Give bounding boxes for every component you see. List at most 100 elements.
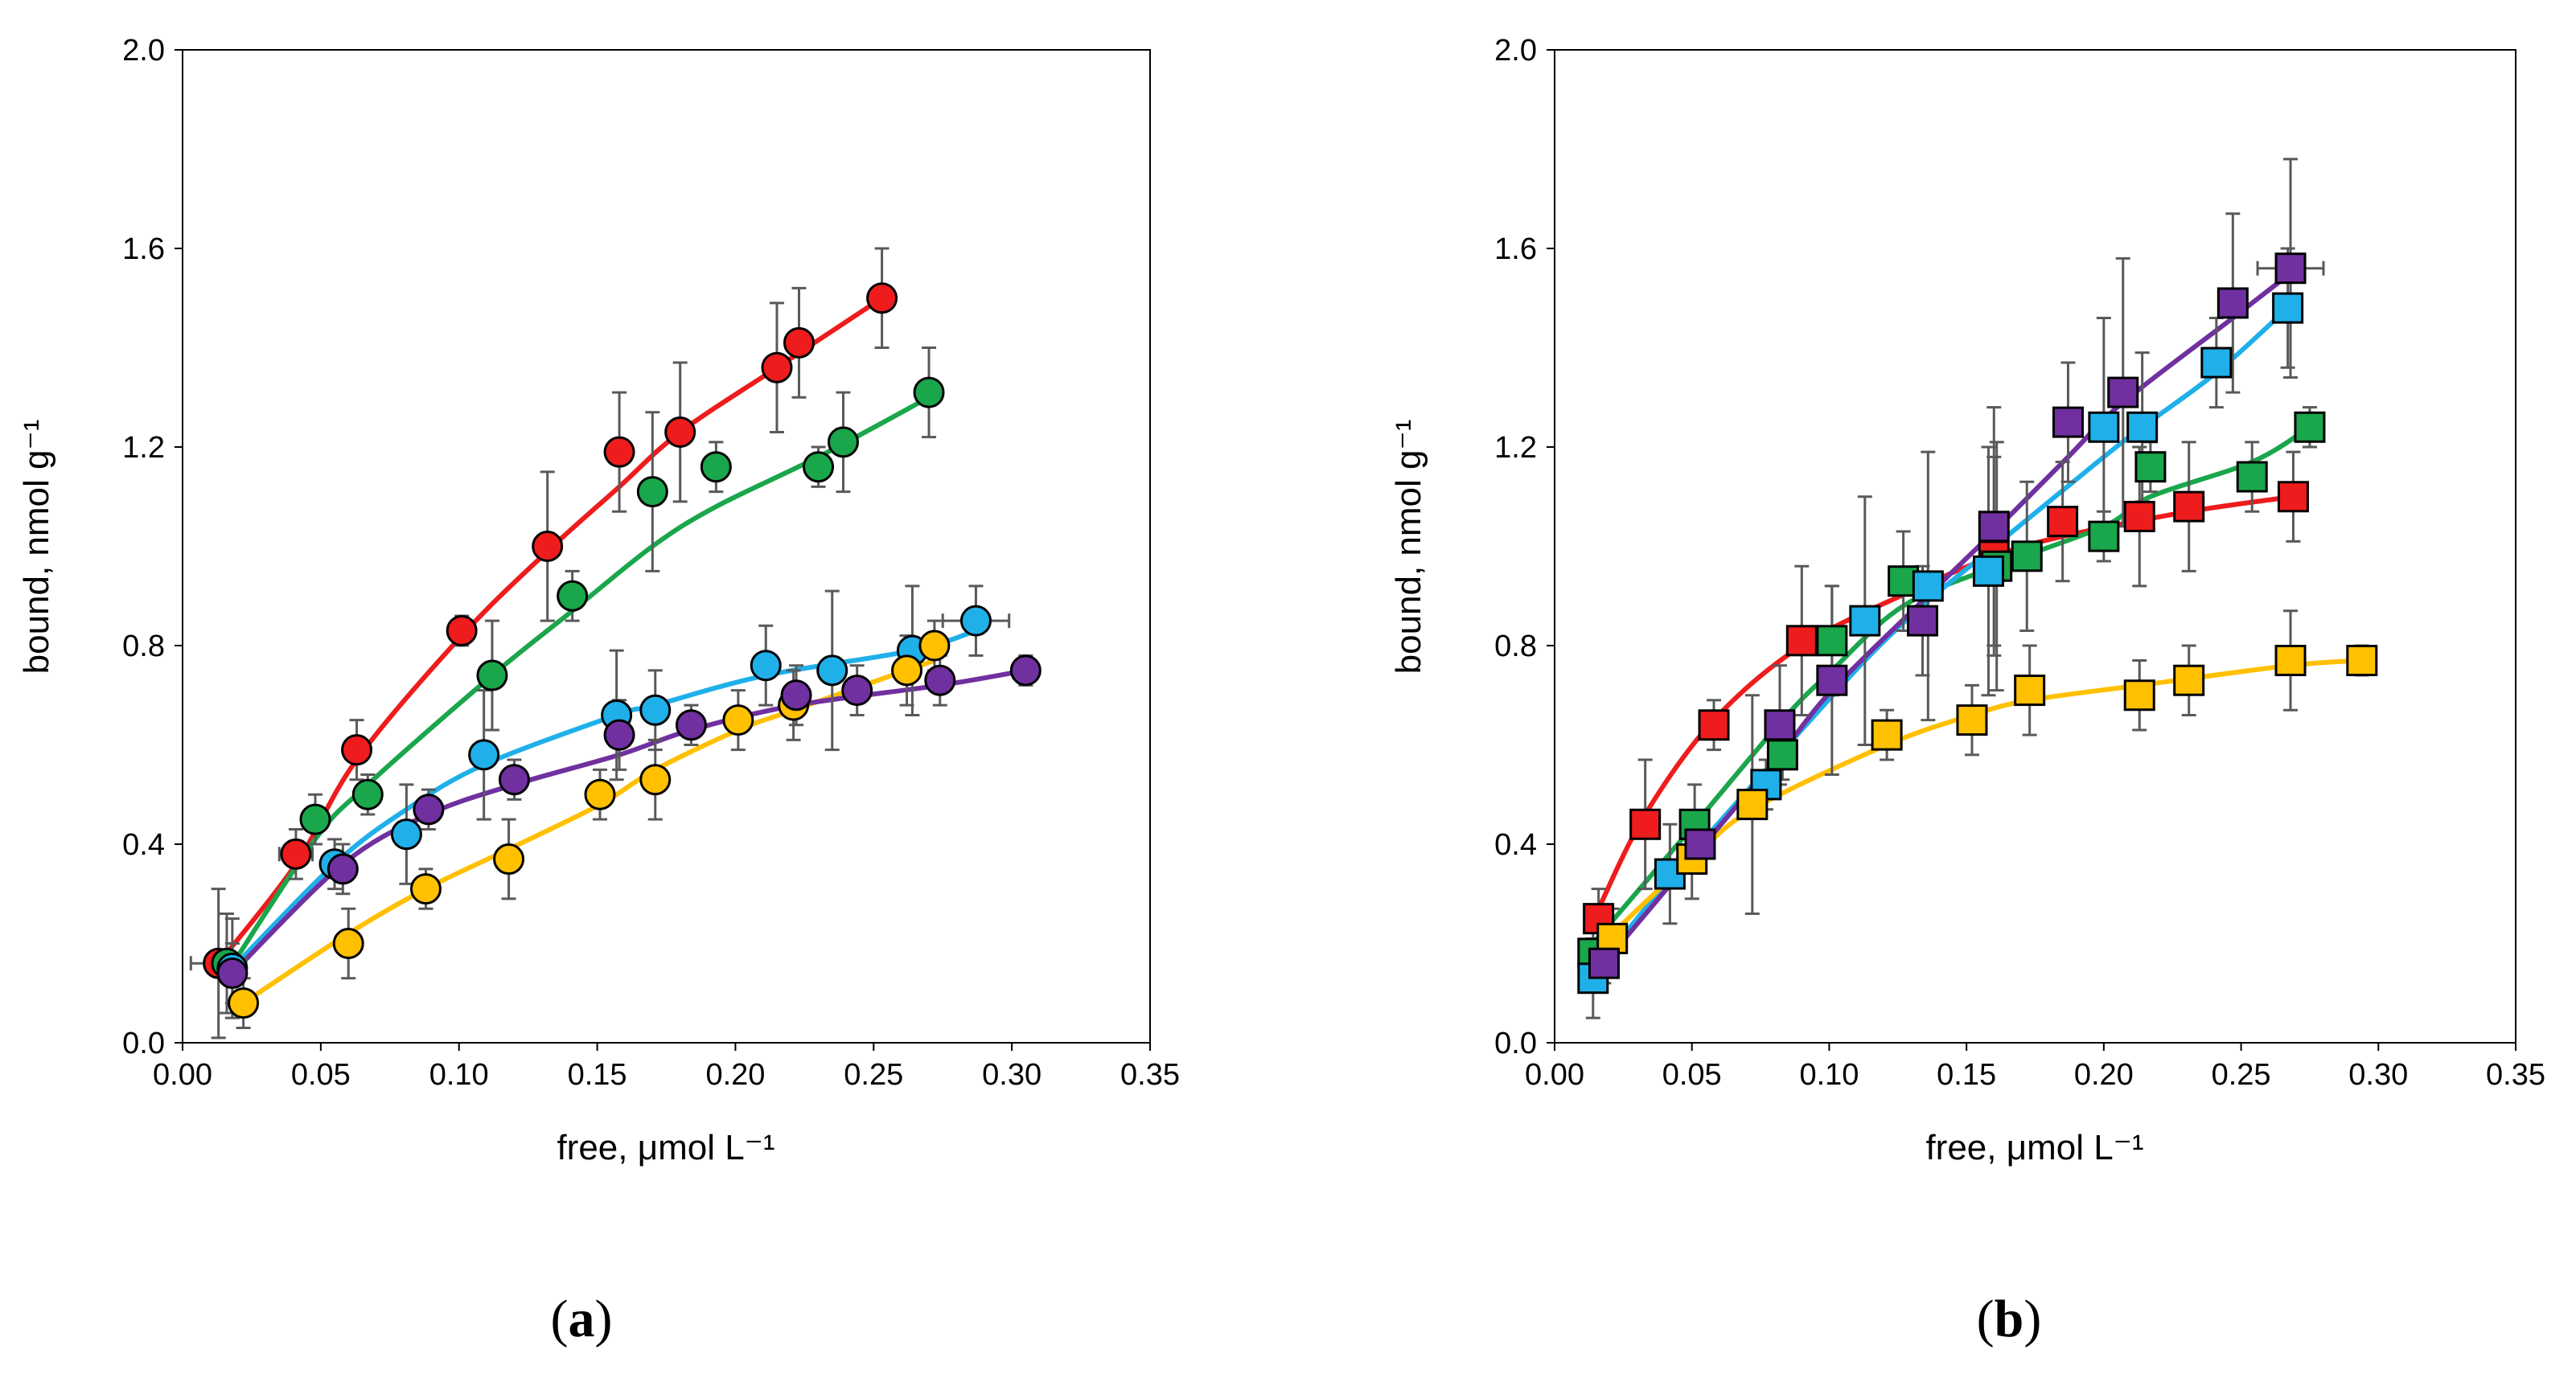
data-point-green — [827, 426, 859, 458]
y-tick-label: 0.0 — [1494, 1027, 1537, 1060]
data-point-green — [1816, 625, 1848, 657]
data-point-green — [476, 659, 508, 691]
data-point-blue — [1849, 605, 1881, 637]
data-point-blue — [468, 739, 500, 771]
x-tick-label: 0.35 — [2486, 1058, 2545, 1092]
data-point-blue — [2272, 292, 2304, 324]
panel-letter-a: a — [569, 1290, 595, 1348]
panel-a-chart: 0.00 0.05 0.10 0.15 0.20 0.25 0.30 0.35 0.0 0.4 0.… — [17, 34, 1180, 1348]
y-tick-label: 0.4 — [122, 828, 165, 862]
data-point-green — [2236, 461, 2268, 493]
data-point-purple — [1978, 511, 2010, 543]
data-point-purple — [603, 719, 635, 751]
data-point-red — [532, 531, 564, 562]
data-point-red — [761, 351, 793, 383]
x-tick-label: 0.25 — [844, 1058, 903, 1092]
y-tick-label: 0.4 — [1494, 828, 1537, 862]
x-tick-label: 0.05 — [1662, 1058, 1722, 1092]
data-point-yellow — [2274, 645, 2307, 677]
data-point-purple — [841, 675, 873, 707]
data-point-green — [2294, 411, 2326, 443]
data-point-red — [2277, 481, 2309, 513]
fit-curve-red — [216, 296, 884, 966]
data-point-blue — [750, 650, 782, 682]
x-tick-label: 0.35 — [1120, 1058, 1180, 1092]
axis-ticks-a: 0.00 0.05 0.10 0.15 0.20 0.25 0.30 0.35 0.0 0.4 0.… — [122, 34, 1180, 1092]
data-point-yellow — [639, 764, 672, 796]
y-tick-label: 1.6 — [1494, 232, 1537, 266]
data-point-red — [2173, 490, 2205, 523]
y-axis-label-b: bound, nmol g⁻¹ — [1389, 420, 1428, 675]
data-point-red — [280, 838, 312, 870]
data-point-purple — [2052, 406, 2084, 438]
panel-letter-b: b — [1995, 1290, 2024, 1348]
data-point-yellow — [918, 630, 951, 662]
panel-label-a: (a) — [551, 1290, 613, 1348]
data-point-red — [2047, 506, 2079, 538]
data-point-blue — [1972, 555, 2004, 587]
data-point-yellow — [1956, 704, 1988, 736]
data-point-blue — [639, 694, 672, 726]
data-point-purple — [1684, 828, 1716, 860]
data-point-green — [2011, 540, 2043, 572]
data-point-red — [2123, 500, 2155, 532]
x-axis-label-a: free, μmol L⁻¹ — [557, 1128, 774, 1167]
x-tick-label: 0.15 — [568, 1058, 627, 1092]
data-point-red — [446, 614, 478, 646]
y-tick-label: 2.0 — [122, 34, 165, 68]
data-point-purple — [498, 764, 530, 796]
data-point-yellow — [722, 704, 754, 736]
data-point-yellow — [2123, 679, 2155, 712]
data-point-red — [783, 326, 815, 359]
data-point-green — [636, 476, 668, 508]
y-tick-label: 1.2 — [1494, 431, 1537, 465]
y-tick-label: 1.6 — [122, 232, 165, 266]
data-points-b — [1577, 252, 2378, 995]
data-point-purple — [1009, 654, 1041, 687]
data-point-green — [1766, 739, 1798, 771]
x-tick-label: 0.20 — [705, 1058, 765, 1092]
data-point-yellow — [584, 778, 616, 810]
data-point-yellow — [2173, 664, 2205, 696]
data-point-yellow — [1871, 719, 1903, 751]
x-tick-label: 0.20 — [2074, 1058, 2134, 1092]
data-point-purple — [1816, 664, 1848, 696]
data-point-green — [299, 803, 331, 835]
x-tick-label: 0.25 — [2212, 1058, 2271, 1092]
x-tick-label: 0.30 — [2348, 1058, 2408, 1092]
data-point-red — [1629, 808, 1662, 840]
data-point-blue — [959, 605, 992, 637]
data-point-green — [700, 451, 732, 483]
y-tick-label: 0.0 — [122, 1027, 165, 1060]
x-tick-label: 0.00 — [153, 1058, 212, 1092]
data-point-green — [557, 580, 589, 612]
data-point-purple — [216, 958, 249, 990]
data-point-blue — [816, 654, 848, 687]
data-point-red — [341, 734, 373, 766]
data-points-a — [203, 282, 1041, 1019]
data-point-blue — [390, 818, 422, 851]
data-point-yellow — [2014, 675, 2046, 707]
y-tick-label: 0.8 — [1494, 630, 1537, 663]
axis-ticks-b: 0.00 0.05 0.10 0.15 0.20 0.25 0.30 0.35 0.0 0.4 0.… — [1494, 34, 2545, 1092]
data-point-green — [803, 451, 835, 483]
data-point-blue — [2088, 411, 2120, 443]
data-point-red — [664, 416, 696, 448]
data-point-purple — [675, 709, 707, 741]
plot-area-a — [182, 49, 1151, 1044]
data-point-yellow — [891, 654, 923, 687]
data-point-purple — [1764, 709, 1796, 741]
x-tick-label: 0.00 — [1525, 1058, 1584, 1092]
data-point-purple — [1907, 605, 1939, 637]
data-point-purple — [1588, 947, 1620, 979]
data-point-blue — [2200, 347, 2233, 379]
data-point-red — [1698, 709, 1730, 741]
data-point-green — [913, 376, 945, 408]
data-point-green — [351, 778, 384, 810]
y-axis-label-a: bound, nmol g⁻¹ — [17, 420, 56, 675]
data-point-purple — [413, 794, 445, 826]
x-tick-label: 0.15 — [1937, 1058, 1996, 1092]
y-tick-label: 2.0 — [1494, 34, 1537, 68]
data-point-purple — [2274, 252, 2307, 285]
